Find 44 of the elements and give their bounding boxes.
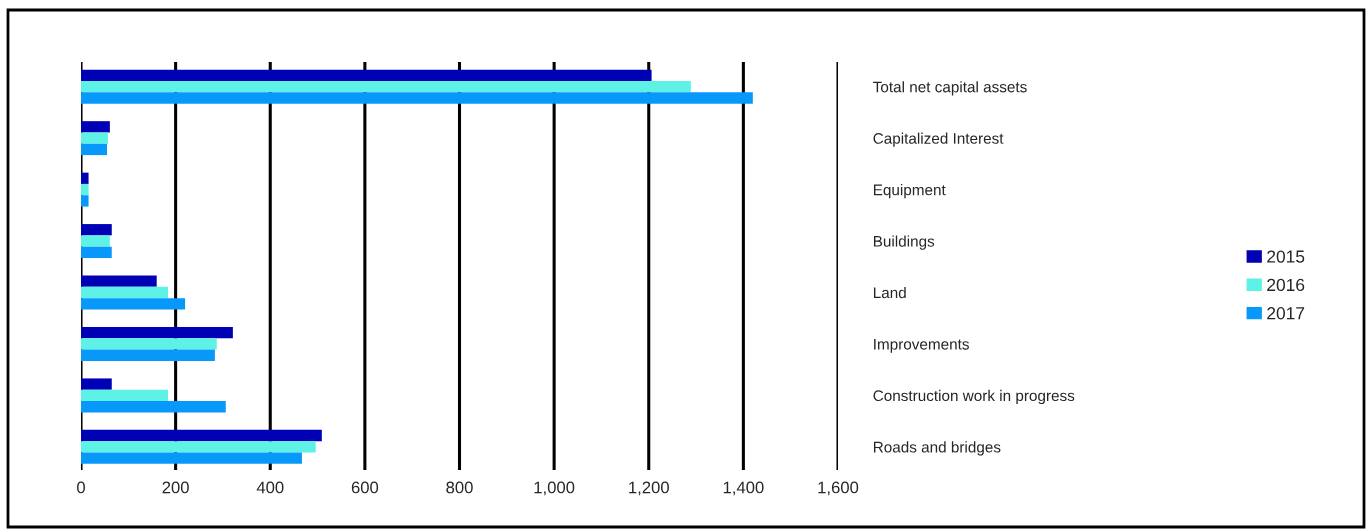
y-tick-label: Capitalized Interest bbox=[873, 132, 1004, 147]
x-tick-label: 200 bbox=[162, 481, 189, 494]
x-tick-label: 1,200 bbox=[629, 481, 669, 496]
x-tick-label: 400 bbox=[256, 481, 284, 494]
y-tick-label: Total net capital assets bbox=[873, 81, 1027, 96]
bar bbox=[81, 81, 691, 93]
bar bbox=[81, 195, 89, 207]
bar bbox=[81, 275, 157, 287]
bar bbox=[81, 452, 302, 464]
bar bbox=[81, 121, 110, 133]
x-tick-label: 800 bbox=[446, 481, 473, 494]
legend-label: 2015 bbox=[1267, 250, 1305, 263]
bar bbox=[81, 389, 169, 402]
y-tick-label: Land bbox=[873, 286, 906, 299]
bar bbox=[81, 183, 89, 196]
bar bbox=[81, 143, 108, 156]
bar bbox=[81, 69, 652, 82]
bar bbox=[81, 326, 233, 339]
bar bbox=[81, 132, 108, 144]
x-tick-label: 1,000 bbox=[534, 481, 575, 496]
y-tick-label: Buildings bbox=[873, 235, 935, 250]
bar bbox=[81, 429, 322, 442]
x-tick-label: 600 bbox=[351, 481, 379, 494]
bar bbox=[81, 441, 316, 453]
bar bbox=[81, 338, 217, 350]
y-tick-label: Construction work in progress bbox=[873, 389, 1075, 405]
bar bbox=[81, 224, 112, 236]
x-tick-label: 1,400 bbox=[723, 481, 764, 496]
x-tick-label: 1,600 bbox=[818, 481, 859, 496]
bar bbox=[81, 172, 89, 184]
y-tick-label: Equipment bbox=[873, 184, 946, 199]
y-tick-label: Improvements bbox=[874, 338, 969, 353]
bar bbox=[81, 286, 169, 299]
bar bbox=[81, 92, 753, 104]
legend-label: 2017 bbox=[1267, 307, 1305, 320]
bar bbox=[81, 401, 226, 413]
x-tick-label: 0 bbox=[77, 481, 85, 494]
y-tick-label: Roads and bridges bbox=[873, 441, 1001, 456]
bar bbox=[81, 246, 112, 259]
bar bbox=[81, 349, 215, 361]
bar bbox=[81, 298, 186, 310]
legend-label: 2016 bbox=[1267, 278, 1305, 292]
bar bbox=[81, 235, 110, 247]
bar bbox=[81, 378, 112, 390]
